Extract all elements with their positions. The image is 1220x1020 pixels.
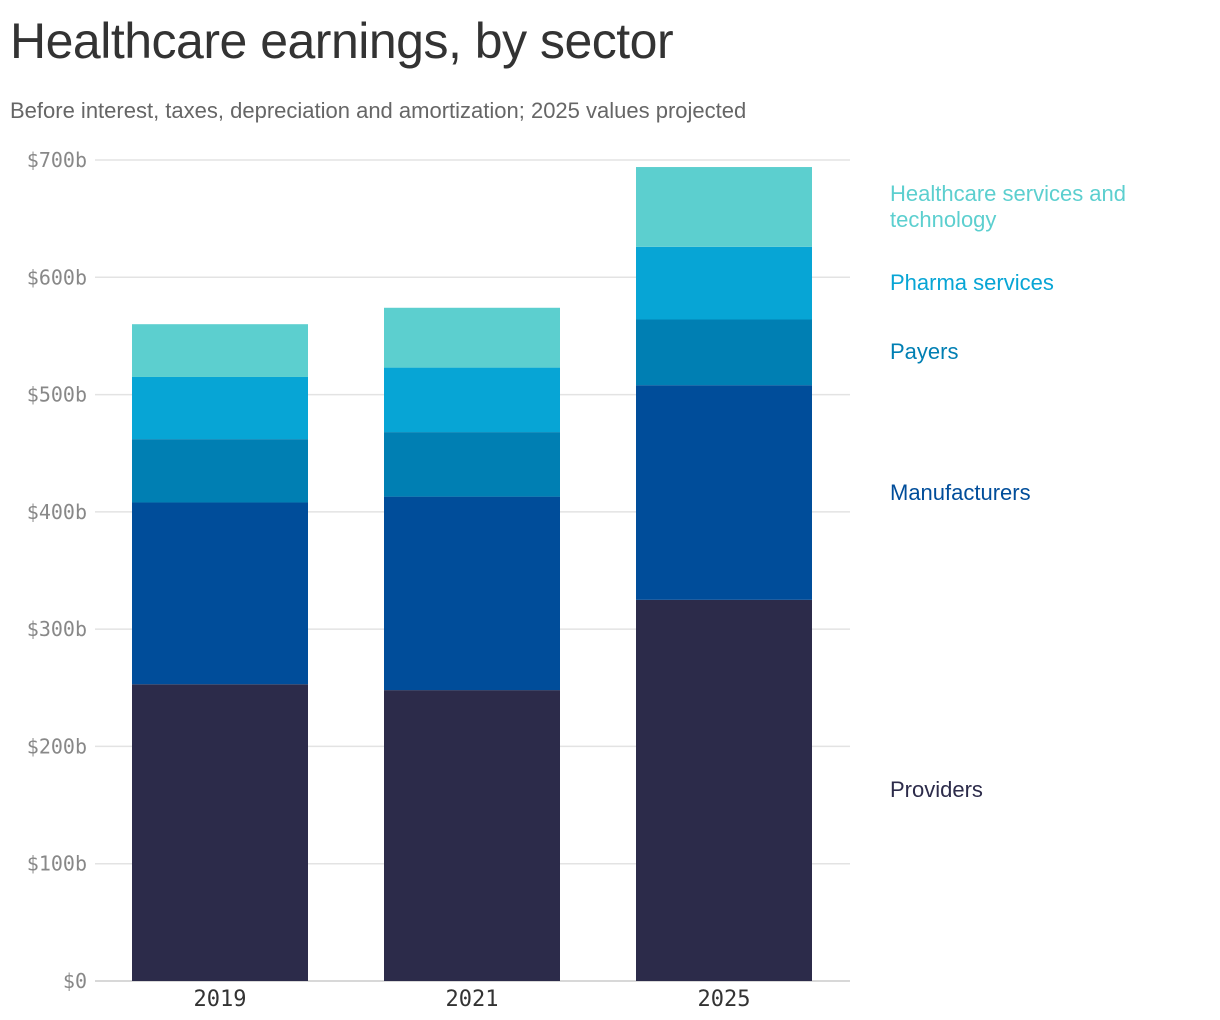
- bar-segment: [132, 502, 308, 685]
- bar-segment: [132, 439, 308, 503]
- y-tick-label: $100b: [27, 852, 87, 876]
- bar-segment: [636, 599, 812, 981]
- y-tick-label: $600b: [27, 265, 87, 289]
- bar-segment: [384, 432, 560, 497]
- bar-segment: [636, 246, 812, 320]
- y-tick-label: $500b: [27, 383, 87, 407]
- bar-segment: [636, 319, 812, 386]
- legend-label: Healthcare services and technology: [890, 180, 1127, 232]
- x-tick-label: 2021: [446, 987, 499, 1012]
- bar-segment: [384, 367, 560, 433]
- bar-segment: [636, 385, 812, 600]
- chart-title: Healthcare earnings, by sector: [10, 13, 674, 69]
- y-tick-label: $700b: [27, 148, 87, 172]
- x-tick-label: 2025: [698, 987, 751, 1012]
- bar-segment: [384, 690, 560, 981]
- y-tick-label: $0: [63, 969, 87, 993]
- bar-segment: [384, 307, 560, 368]
- bar-segment: [132, 684, 308, 981]
- y-tick-label: $400b: [27, 500, 87, 524]
- bar-segment: [132, 324, 308, 377]
- bars: [132, 167, 812, 981]
- axes: $0 $100b $200b $300b $400b $500b $600b $700b 201…: [27, 148, 751, 1012]
- x-tick-label: 2019: [194, 987, 247, 1012]
- bar-segment: [132, 376, 308, 440]
- chart-subtitle: Before interest, taxes, depreciation and…: [10, 98, 747, 123]
- bar-segment: [384, 496, 560, 691]
- legend-label: Payers: [890, 339, 959, 365]
- legend-label: Manufacturers: [890, 479, 1031, 505]
- legend-label: Pharma services: [890, 270, 1054, 296]
- y-tick-label: $200b: [27, 734, 87, 758]
- bar-segment: [636, 167, 812, 247]
- legend-label: Providers: [890, 777, 983, 803]
- y-tick-label: $300b: [27, 617, 87, 641]
